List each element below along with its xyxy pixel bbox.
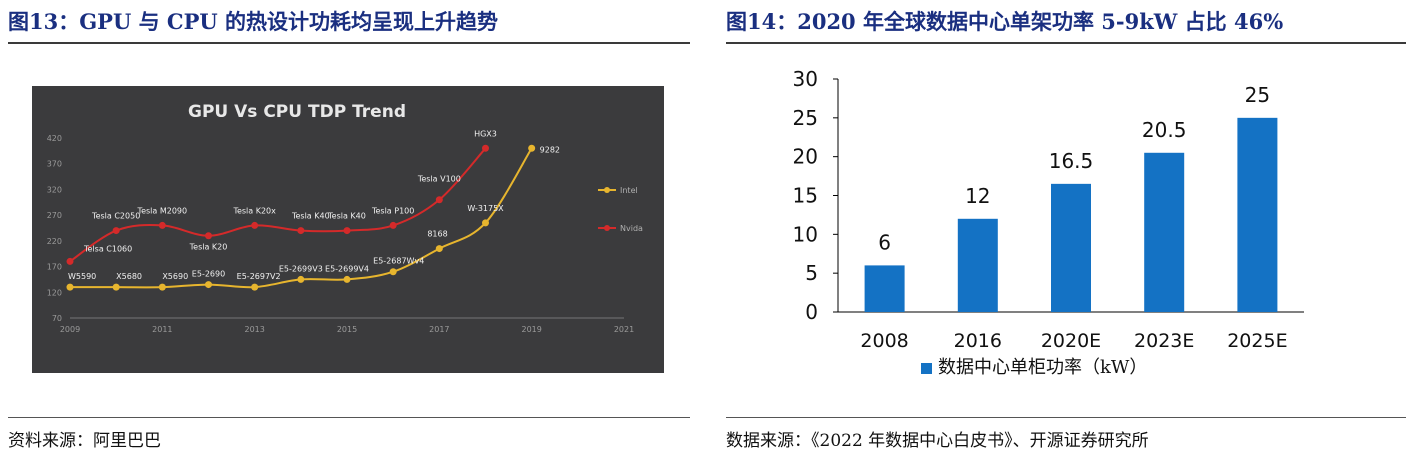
data-label: E5-2687Wv4 bbox=[373, 257, 424, 266]
bar bbox=[1237, 117, 1278, 312]
left-source-rule bbox=[8, 417, 690, 418]
data-label: E5-2699V3 bbox=[279, 264, 323, 273]
legend-label: Intel bbox=[620, 186, 638, 195]
y-tick-label: 120 bbox=[47, 288, 62, 297]
x-tick-label: 2025E bbox=[1227, 330, 1287, 350]
y-tick-label: 10 bbox=[793, 222, 818, 246]
left-source-text: 资料来源：阿里巴巴 bbox=[8, 431, 161, 451]
x-tick-label: 2011 bbox=[152, 325, 172, 334]
data-label: W5590 bbox=[68, 272, 96, 281]
data-label: 9282 bbox=[540, 145, 560, 154]
right-title-rule bbox=[726, 42, 1406, 44]
data-point bbox=[343, 227, 351, 235]
x-tick-label: 2008 bbox=[860, 330, 908, 350]
y-tick-label: 5 bbox=[805, 261, 818, 285]
y-tick-label: 220 bbox=[47, 237, 62, 246]
legend-swatch bbox=[921, 362, 932, 374]
x-tick-label: 2016 bbox=[954, 330, 1002, 350]
right-source-text: 数据来源：《2022 年数据中心白皮书》、开源证券研究所 bbox=[726, 431, 1149, 451]
data-point bbox=[343, 275, 351, 283]
data-point bbox=[112, 227, 120, 235]
data-point bbox=[205, 281, 212, 289]
y-tick-label: 270 bbox=[47, 211, 62, 220]
right-source-rule bbox=[726, 417, 1406, 418]
bar-value-label: 25 bbox=[1245, 83, 1270, 107]
data-label: E5-2699V4 bbox=[325, 264, 369, 273]
data-label: X5690 bbox=[162, 272, 188, 281]
legend-marker bbox=[604, 187, 610, 193]
data-point bbox=[158, 283, 166, 291]
x-tick-label: 2020E bbox=[1041, 330, 1101, 350]
data-point bbox=[297, 275, 305, 283]
bar-value-label: 6 bbox=[878, 230, 891, 254]
x-tick-label: 2019 bbox=[521, 325, 541, 334]
x-tick-label: 2021 bbox=[614, 325, 634, 334]
data-point bbox=[66, 283, 74, 291]
data-point bbox=[389, 268, 397, 276]
data-label: X5680 bbox=[116, 272, 142, 281]
data-point bbox=[482, 144, 489, 152]
y-tick-label: 170 bbox=[47, 263, 62, 272]
data-point bbox=[66, 257, 74, 265]
bar-chart-legend: 数据中心单柜功率（kW） bbox=[921, 353, 1147, 379]
x-tick-label: 2009 bbox=[60, 325, 80, 334]
x-tick-label: 2023E bbox=[1134, 330, 1194, 350]
series-line-nvida bbox=[69, 147, 487, 263]
bar bbox=[864, 265, 905, 312]
left-figure-title: 图13：GPU 与 CPU 的热设计功耗均呈现上升趋势 bbox=[8, 9, 499, 34]
data-point bbox=[297, 227, 305, 235]
data-point bbox=[251, 283, 259, 291]
bar-value-label: 16.5 bbox=[1049, 149, 1094, 173]
legend-label: 数据中心单柜功率（kW） bbox=[938, 357, 1148, 378]
y-tick-label: 70 bbox=[52, 314, 62, 323]
data-label: HGX3 bbox=[474, 129, 497, 138]
bar bbox=[1051, 183, 1091, 312]
bar-value-label: 20.5 bbox=[1142, 118, 1187, 142]
data-point bbox=[251, 221, 259, 229]
data-label: Telsa C1060 bbox=[83, 244, 132, 253]
data-label: W-3175X bbox=[467, 204, 504, 213]
data-point bbox=[435, 196, 443, 204]
line-chart: GPU Vs CPU TDP Trend 70 120 170 220 270 320 370… bbox=[47, 102, 643, 334]
bar-value-label: 12 bbox=[965, 184, 990, 208]
bar bbox=[957, 218, 998, 312]
line-chart-panel: GPU Vs CPU TDP Trend 70 120 170 220 270 320 370… bbox=[32, 86, 664, 373]
data-point bbox=[389, 221, 397, 229]
y-tick-label: 30 bbox=[793, 67, 818, 91]
y-tick-label: 420 bbox=[47, 134, 62, 143]
data-point bbox=[158, 221, 166, 229]
data-label: E5-2690 bbox=[192, 270, 225, 279]
data-point bbox=[112, 283, 120, 291]
data-point bbox=[528, 144, 536, 152]
y-tick-label: 0 bbox=[805, 300, 818, 324]
right-figure-title: 图14：2020 年全球数据中心单架功率 5-9kW 占比 46% bbox=[726, 9, 1284, 34]
data-label: 8168 bbox=[427, 230, 447, 239]
data-point bbox=[435, 245, 443, 253]
data-label: Tesla K20x bbox=[232, 206, 276, 215]
bar-chart: 0 5 10 15 20 25 30 6 2008 12 2016 16.5 2020E 20.5 2023… bbox=[793, 67, 1304, 350]
data-label: Tesla K40 bbox=[327, 212, 366, 221]
x-tick-label: 2015 bbox=[337, 325, 357, 334]
data-point bbox=[205, 232, 212, 240]
y-tick-label: 20 bbox=[793, 145, 818, 169]
data-label: Tesla C2050 bbox=[91, 212, 140, 221]
y-tick-label: 320 bbox=[47, 185, 62, 194]
left-title-rule bbox=[8, 42, 690, 44]
y-tick-label: 370 bbox=[47, 160, 62, 169]
data-label: Tesla V100 bbox=[417, 175, 461, 184]
legend-marker bbox=[604, 225, 610, 231]
x-tick-label: 2013 bbox=[244, 325, 264, 334]
x-tick-label: 2017 bbox=[429, 325, 449, 334]
data-point bbox=[482, 219, 489, 227]
legend-label: Nvida bbox=[620, 224, 643, 233]
y-tick-label: 15 bbox=[793, 184, 818, 208]
bar bbox=[1144, 152, 1185, 312]
data-label: Tesla K20 bbox=[189, 243, 228, 252]
data-label: Tesla P100 bbox=[371, 206, 414, 215]
chart-title: GPU Vs CPU TDP Trend bbox=[188, 102, 406, 122]
data-label: Tesla M2090 bbox=[137, 206, 188, 215]
y-tick-label: 25 bbox=[793, 106, 818, 130]
data-label: Tesla K40 bbox=[291, 212, 330, 221]
data-label: E5-2697V2 bbox=[237, 272, 281, 281]
